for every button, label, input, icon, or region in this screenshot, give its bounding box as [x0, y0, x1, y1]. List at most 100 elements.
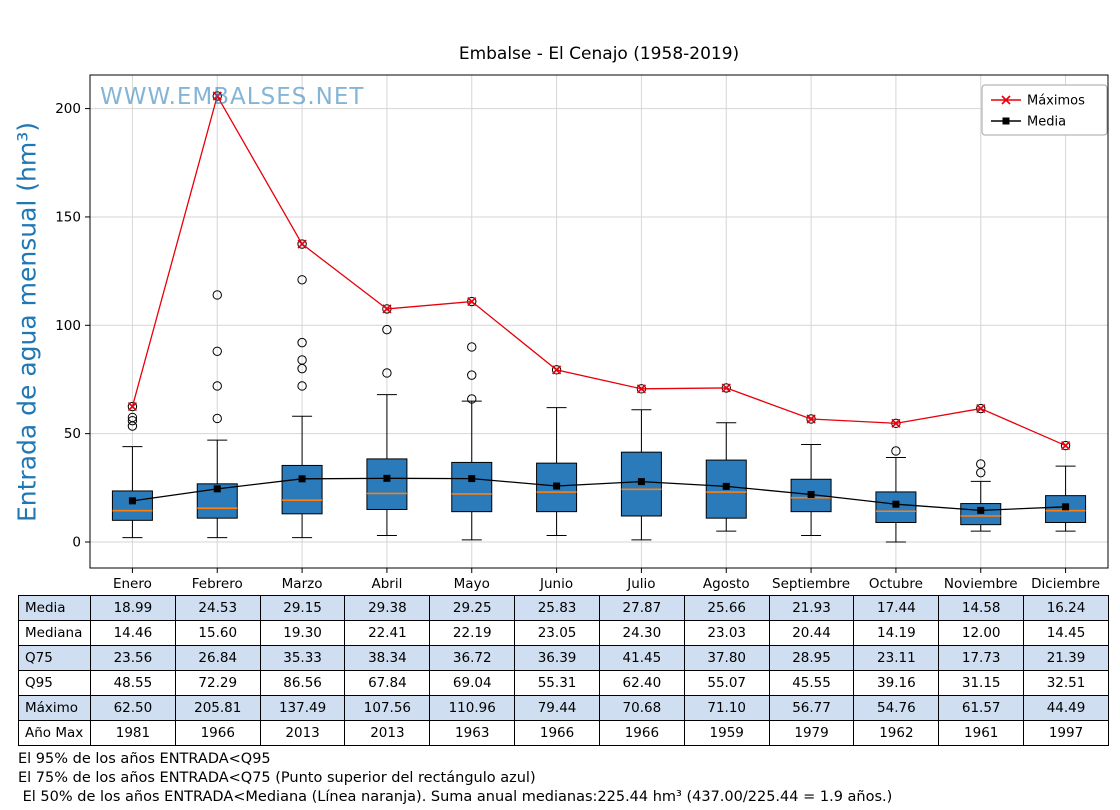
- legend-label: Máximos: [1027, 94, 1085, 109]
- table-cell: 19.30: [259, 620, 346, 646]
- table-cell: 56.77: [768, 695, 855, 721]
- x-tick-label: Marzo: [282, 576, 323, 592]
- y-tick-label: 150: [55, 209, 81, 225]
- box-febrero: [196, 483, 238, 519]
- x-tick-label: Noviembre: [944, 576, 1018, 592]
- table-cell: 1963: [429, 720, 516, 746]
- row-label: Q75: [18, 645, 91, 671]
- x-tick-label: Agosto: [703, 576, 750, 592]
- row-label: Máximo: [18, 695, 91, 721]
- plot-border: [89, 74, 1109, 569]
- gridlines: [90, 75, 1108, 568]
- x-tick-label: Octubre: [869, 576, 923, 592]
- table-cell: 45.55: [768, 670, 855, 696]
- table-cell: 39.16: [853, 670, 940, 696]
- table-row-máximo: Máximo 62.50 205.81 137.49 107.56 110.96 79.44…: [18, 695, 1109, 721]
- table-row-q75: Q75 23.56 26.84 35.33 38.34 36.72 36.39 41.45 37…: [18, 645, 1109, 671]
- table-cell: 21.93: [768, 595, 855, 621]
- table-cell: 1979: [768, 720, 855, 746]
- legend-label: Media: [1027, 115, 1066, 130]
- table-cell: 16.24: [1023, 595, 1109, 621]
- table-cell: 1959: [683, 720, 770, 746]
- monthly-stats-table: Media 18.99 24.53 29.15 29.38 29.25 25.83 27.87…: [18, 595, 1109, 746]
- footnote-mediana: El 50% de los años ENTRADA<Mediana (Líne…: [18, 789, 893, 805]
- table-cell: 2013: [259, 720, 346, 746]
- box-noviembre: [960, 503, 1002, 526]
- table-cell: 1981: [90, 720, 176, 746]
- footnotes: El 95% de los años ENTRADA<Q95 El 75% de…: [18, 750, 892, 807]
- table-cell: 23.56: [90, 645, 176, 671]
- table-cell: 25.66: [683, 595, 770, 621]
- table-cell: 14.19: [853, 620, 940, 646]
- table-cell: 15.60: [174, 620, 261, 646]
- table-cell: 32.51: [1023, 670, 1109, 696]
- chart-title: Embalse - El Cenajo (1958-2019): [458, 44, 740, 64]
- table-cell: 18.99: [90, 595, 176, 621]
- footnote-q75: El 75% de los años ENTRADA<Q75 (Punto su…: [18, 770, 536, 786]
- table-cell: 29.15: [259, 595, 346, 621]
- box-octubre: [875, 491, 917, 523]
- x-tick-label: Abril: [371, 576, 402, 592]
- y-axis: 0 50 100 150 200: [55, 101, 90, 550]
- table-cell: 36.39: [514, 645, 600, 671]
- table-cell: 69.04: [429, 670, 516, 696]
- table-cell: 28.95: [768, 645, 855, 671]
- table-cell: 72.29: [174, 670, 261, 696]
- table-cell: 22.41: [344, 620, 431, 646]
- table-cell: 24.53: [174, 595, 261, 621]
- series-mximos: [127, 91, 1071, 451]
- table-cell: 41.45: [598, 645, 685, 671]
- table-cell: 70.68: [598, 695, 685, 721]
- x-tick-label: Enero: [113, 576, 152, 592]
- table-cell: 61.57: [938, 695, 1025, 721]
- table-cell: 27.87: [598, 595, 685, 621]
- x-tick-label: Junio: [539, 576, 573, 592]
- table-cell: 137.49: [259, 695, 346, 721]
- table-cell: 26.84: [174, 645, 261, 671]
- table-cell: 20.44: [768, 620, 855, 646]
- table-cell: 38.34: [344, 645, 431, 671]
- table-cell: 1962: [853, 720, 940, 746]
- table-cell: 71.10: [683, 695, 770, 721]
- table-cell: 14.45: [1023, 620, 1109, 646]
- table-cell: 37.80: [683, 645, 770, 671]
- box-mayo: [451, 461, 493, 513]
- x-tick-label: Diciembre: [1031, 576, 1100, 592]
- table-row-q95: Q95 48.55 72.29 86.56 67.84 69.04 55.31 62.40 55…: [18, 670, 1109, 696]
- table-cell: 1966: [514, 720, 600, 746]
- table-cell: 1966: [598, 720, 685, 746]
- y-tick-label: 0: [72, 534, 81, 550]
- table-cell: 110.96: [429, 695, 516, 721]
- x-tick-label: Septiembre: [772, 576, 850, 592]
- table-cell: 1997: [1023, 720, 1109, 746]
- table-cell: 29.38: [344, 595, 431, 621]
- table-cell: 79.44: [514, 695, 600, 721]
- table-row-media: Media 18.99 24.53 29.15 29.38 29.25 25.83 27.87…: [18, 595, 1109, 621]
- table-cell: 44.49: [1023, 695, 1109, 721]
- table-cell: 55.07: [683, 670, 770, 696]
- table-cell: 54.76: [853, 695, 940, 721]
- table-cell: 35.33: [259, 645, 346, 671]
- table-cell: 1961: [938, 720, 1025, 746]
- table-cell: 62.40: [598, 670, 685, 696]
- row-label: Año Max: [18, 720, 91, 746]
- table-cell: 23.03: [683, 620, 770, 646]
- table-cell: 23.05: [514, 620, 600, 646]
- table-cell: 22.19: [429, 620, 516, 646]
- table-cell: 17.44: [853, 595, 940, 621]
- x-tick-label: Mayo: [454, 576, 490, 592]
- table-cell: 14.46: [90, 620, 176, 646]
- table-cell: 31.15: [938, 670, 1025, 696]
- x-tick-label: Febrero: [192, 576, 243, 592]
- table-cell: 23.11: [853, 645, 940, 671]
- table-cell: 48.55: [90, 670, 176, 696]
- row-label: Q95: [18, 670, 91, 696]
- row-label: Media: [18, 595, 91, 621]
- table-cell: 14.58: [938, 595, 1025, 621]
- box-marzo: [281, 464, 323, 515]
- table-cell: 36.72: [429, 645, 516, 671]
- table-cell: 205.81: [174, 695, 261, 721]
- box-enero: [111, 490, 153, 521]
- table-cell: 62.50: [90, 695, 176, 721]
